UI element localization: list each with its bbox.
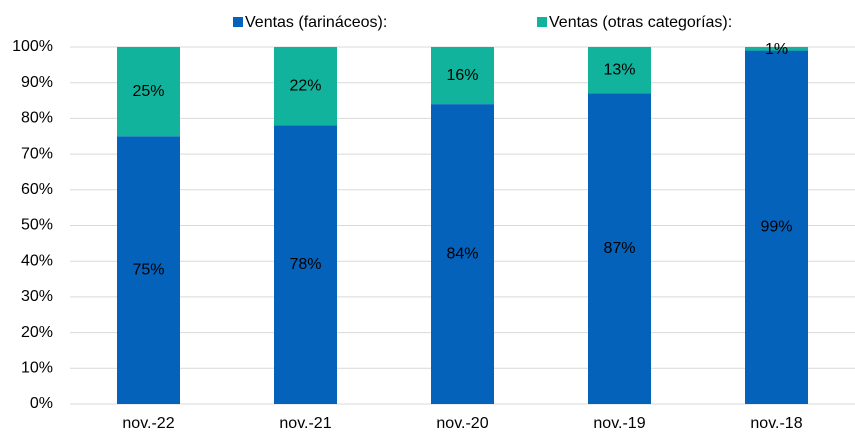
bar-segment — [588, 47, 651, 94]
data-label: 75% — [132, 261, 164, 278]
data-label: 87% — [603, 240, 635, 257]
data-label: 99% — [760, 219, 792, 236]
data-label: 25% — [132, 83, 164, 100]
bar-segment — [588, 93, 651, 404]
y-tick-label: 90% — [21, 74, 53, 91]
y-tick-label: 50% — [21, 217, 53, 234]
legend-swatch — [233, 17, 243, 27]
y-tick-label: 80% — [21, 110, 53, 127]
data-label: 16% — [446, 67, 478, 84]
data-label: 22% — [289, 77, 321, 94]
data-label: 1% — [765, 41, 788, 58]
bar-segment — [431, 47, 494, 105]
x-tick-label: nov.-22 — [122, 415, 174, 432]
x-tick-label: nov.-21 — [279, 415, 331, 432]
y-tick-label: 30% — [21, 288, 53, 305]
y-tick-label: 60% — [21, 181, 53, 198]
data-label: 84% — [446, 245, 478, 262]
y-tick-label: 70% — [21, 145, 53, 162]
bar-segment — [745, 47, 808, 51]
data-label: 78% — [289, 256, 321, 273]
legend-label: Ventas (otras categorías): — [549, 14, 732, 31]
legend-swatch — [537, 17, 547, 27]
y-tick-label: 100% — [12, 38, 53, 55]
y-tick-label: 10% — [21, 360, 53, 377]
x-tick-label: nov.-19 — [593, 415, 645, 432]
bar-segment — [117, 136, 180, 404]
y-tick-label: 20% — [21, 324, 53, 341]
bar-segment — [274, 125, 337, 404]
x-tick-label: nov.-20 — [436, 415, 488, 432]
y-tick-label: 0% — [30, 395, 53, 412]
data-label: 13% — [603, 61, 635, 78]
bar-segment — [274, 47, 337, 126]
bar-segment — [745, 50, 808, 404]
x-tick-label: nov.-18 — [750, 415, 802, 432]
y-tick-label: 40% — [21, 252, 53, 269]
legend-label: Ventas (farináceos): — [245, 14, 387, 31]
bar-segment — [431, 104, 494, 405]
bar-segment — [117, 47, 180, 137]
